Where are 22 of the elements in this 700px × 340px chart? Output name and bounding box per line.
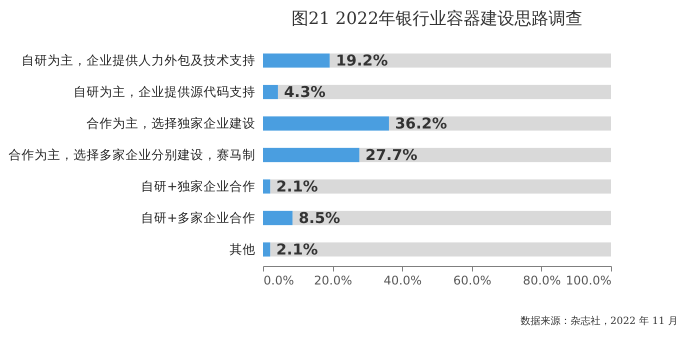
data-label: 2.1% <box>276 240 318 258</box>
data-label: 8.5% <box>298 208 340 227</box>
y-tick-label: 自研为主，企业提供源代码支持 <box>74 84 256 100</box>
data-label: 27.7% <box>365 146 418 164</box>
y-tick-label: 合作为主，选择独家企业建设 <box>86 116 256 131</box>
x-tick-label: 20.0% <box>314 274 352 288</box>
x-tick-label: 60.0% <box>453 274 492 288</box>
y-tick-label: 合作为主，选择多家企业分别建设，赛马制 <box>8 147 256 162</box>
y-tick-label: 其他 <box>230 241 256 256</box>
x-tick-label: 80.0% <box>522 274 561 288</box>
data-label: 36.2% <box>394 114 448 133</box>
x-tick-label: 0.0% <box>264 274 294 288</box>
chart-title: 图21 2022年银行业容器建设思路调查 <box>291 9 583 29</box>
y-tick-label: 自研为主，企业提供人力外包及技术支持 <box>22 52 256 68</box>
data-label: 19.2% <box>336 52 388 70</box>
data-label: 4.3% <box>284 83 326 102</box>
x-tick-label: 40.0% <box>384 274 422 288</box>
source-note: 数据来源：杂志社，2022 年 11 月 <box>520 314 678 328</box>
data-label: 2.1% <box>276 177 318 196</box>
y-tick-label: 自研+独家企业合作 <box>141 178 256 194</box>
x-tick-label: 100.0% <box>566 274 612 288</box>
y-tick-label: 自研+多家企业合作 <box>141 210 256 225</box>
